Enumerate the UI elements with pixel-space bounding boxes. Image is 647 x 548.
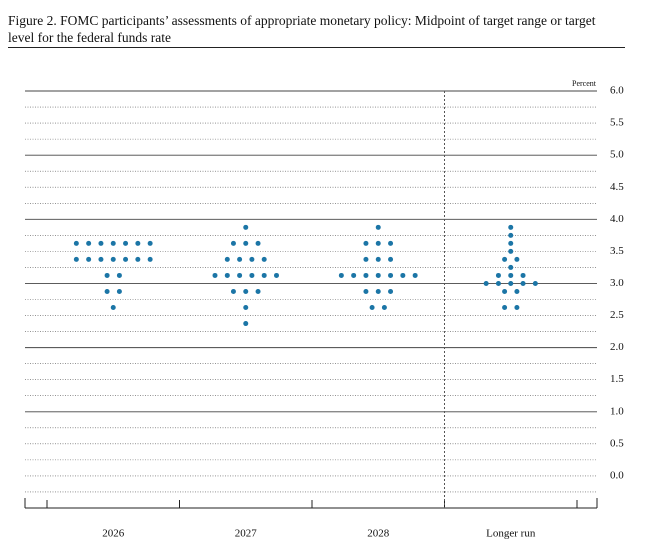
dot — [73, 256, 79, 262]
dot — [255, 288, 261, 294]
y-tick-label: 0.0 — [610, 469, 624, 481]
dot — [110, 240, 116, 246]
dot — [123, 240, 129, 246]
dot — [363, 256, 369, 262]
dot — [381, 305, 387, 311]
dot — [135, 240, 141, 246]
y-tick-label: 4.0 — [610, 213, 624, 225]
dot — [116, 288, 122, 294]
dot — [520, 272, 526, 278]
y-tick-label: 2.0 — [610, 341, 624, 353]
y-tick-label: 1.0 — [610, 405, 624, 417]
dot — [147, 256, 153, 262]
dot — [508, 264, 514, 270]
dot — [532, 280, 538, 286]
y-tick-label: 4.5 — [610, 181, 624, 193]
dot — [375, 272, 381, 278]
dot — [351, 272, 357, 278]
dot — [363, 240, 369, 246]
x-tick-label: 2026 — [102, 528, 125, 540]
dot — [388, 288, 394, 294]
dot — [375, 288, 381, 294]
dot — [508, 232, 514, 238]
dot — [375, 240, 381, 246]
dot — [400, 272, 406, 278]
dot — [375, 256, 381, 262]
dot — [508, 240, 514, 246]
y-tick-label: 3.0 — [610, 277, 624, 289]
dot — [388, 272, 394, 278]
dot — [520, 280, 526, 286]
dot — [116, 272, 122, 278]
y-tick-label: 1.5 — [610, 373, 624, 385]
dot — [224, 272, 230, 278]
dot — [363, 272, 369, 278]
dot — [243, 240, 249, 246]
dot — [243, 305, 249, 311]
chart-title: Figure 2. FOMC participants’ assessments… — [8, 13, 596, 45]
dot — [98, 240, 104, 246]
dot — [237, 256, 243, 262]
y-tick-label: 3.5 — [610, 245, 624, 257]
dot — [230, 288, 236, 294]
dot — [104, 272, 110, 278]
dot — [483, 280, 489, 286]
dot — [224, 256, 230, 262]
dot — [388, 240, 394, 246]
dot — [147, 240, 153, 246]
dot — [514, 256, 520, 262]
x-tick-label: 2028 — [367, 528, 390, 540]
dot — [104, 288, 110, 294]
dot — [508, 272, 514, 278]
dot — [514, 305, 520, 311]
dot — [508, 224, 514, 230]
dot — [243, 321, 249, 327]
dot — [375, 224, 381, 230]
dot — [243, 288, 249, 294]
dot — [495, 272, 501, 278]
dot — [86, 256, 92, 262]
dot — [514, 288, 520, 294]
y-tick-label: 6.0 — [610, 85, 624, 97]
dot — [98, 256, 104, 262]
dot — [212, 272, 218, 278]
y-tick-label: 5.5 — [610, 117, 624, 129]
dot — [110, 305, 116, 311]
y-tick-label: 5.0 — [610, 149, 624, 161]
dot — [110, 256, 116, 262]
dot — [135, 256, 141, 262]
dot — [495, 280, 501, 286]
x-tick-label: Longer run — [486, 528, 536, 540]
dot — [243, 224, 249, 230]
dot — [123, 256, 129, 262]
dot — [230, 240, 236, 246]
title-rule — [8, 47, 625, 48]
dot — [369, 305, 375, 311]
dot — [502, 305, 508, 311]
dot — [363, 288, 369, 294]
dot — [274, 272, 279, 278]
dot — [86, 240, 92, 246]
dot — [255, 240, 261, 246]
y-tick-label: 2.5 — [610, 309, 624, 321]
y-tick-label: 0.5 — [610, 437, 624, 449]
dot — [502, 288, 508, 294]
dot — [508, 248, 514, 254]
dot — [508, 280, 514, 286]
dot — [502, 256, 508, 262]
x-tick-label: 2027 — [235, 528, 258, 540]
dot — [237, 272, 243, 278]
dot — [261, 272, 267, 278]
dot — [261, 256, 267, 262]
dot — [388, 256, 394, 262]
dot — [412, 272, 418, 278]
dot — [73, 240, 79, 246]
y-axis-label: Percent — [572, 79, 597, 88]
dot — [249, 256, 255, 262]
dot — [249, 272, 255, 278]
dot — [338, 272, 344, 278]
